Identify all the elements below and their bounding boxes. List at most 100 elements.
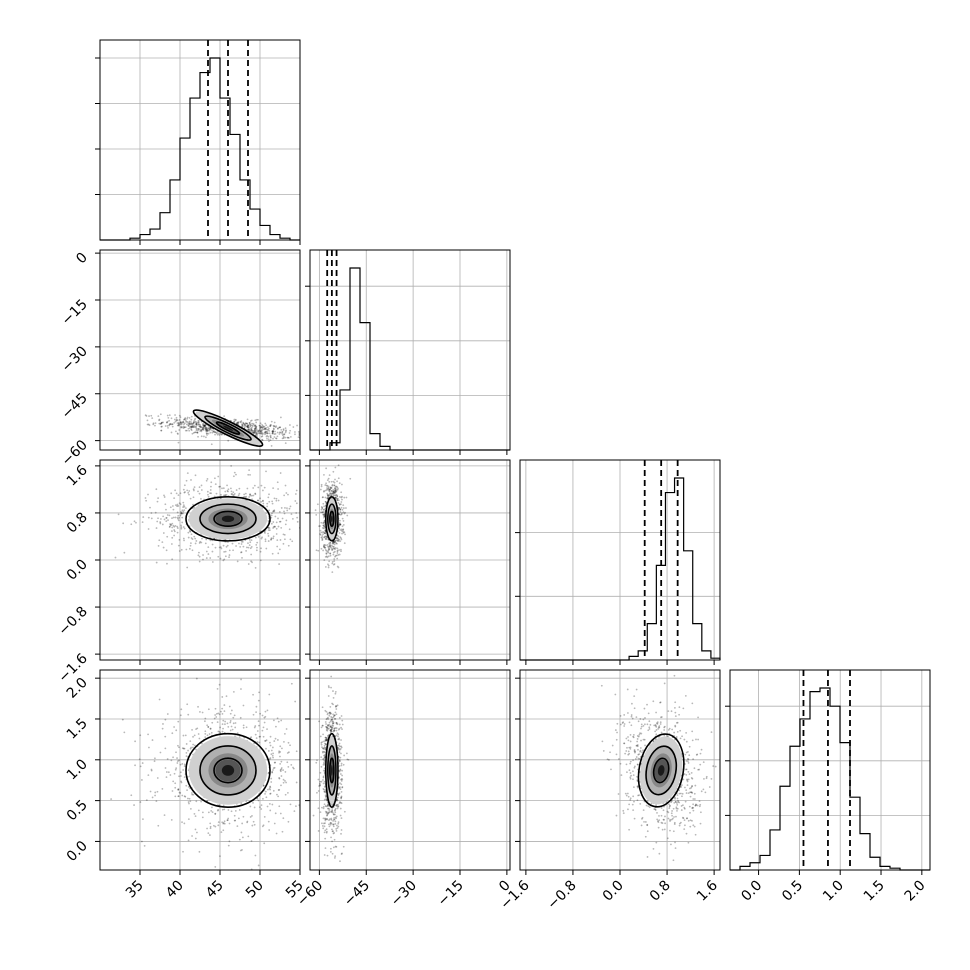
scatter-point [179, 714, 182, 717]
scatter-point [144, 414, 147, 417]
scatter-point [252, 487, 255, 489]
scatter-point [331, 548, 334, 551]
scatter-point [202, 428, 204, 431]
scatter-point [222, 822, 225, 825]
scatter-point [271, 552, 274, 555]
scatter-point [228, 705, 231, 708]
scatter-point [341, 517, 344, 520]
scatter-point [329, 728, 332, 731]
scatter-point [178, 424, 180, 427]
scatter-point [655, 722, 658, 725]
scatter-point [217, 808, 220, 811]
contour-line [324, 495, 339, 542]
scatter-point [625, 794, 628, 797]
scatter-point [324, 810, 327, 813]
scatter-point [219, 726, 222, 729]
scatter-point [273, 510, 276, 513]
scatter-point [317, 549, 320, 552]
scatter-point [319, 533, 321, 535]
scatter-point [273, 740, 276, 742]
scatter-point [202, 427, 205, 430]
scatter-point [323, 490, 325, 493]
scatter-point [195, 428, 198, 430]
scatter-point [248, 544, 251, 547]
scatter-point [267, 750, 270, 752]
scatter-point [254, 419, 257, 422]
scatter-point [326, 729, 329, 732]
contour-line [327, 745, 337, 796]
scatter-point [333, 715, 335, 717]
scatter-point [332, 813, 335, 816]
scatter-point [270, 424, 272, 426]
scatter-point [230, 725, 233, 728]
scatter-point [286, 791, 289, 794]
panel-frame [309, 249, 511, 451]
scatter-point [329, 823, 332, 826]
scatter-point [255, 705, 258, 708]
scatter-point [206, 724, 209, 727]
scatter-point [219, 557, 222, 560]
scatter-point [328, 474, 331, 477]
scatter-point [326, 727, 328, 730]
scatter-point [273, 509, 276, 512]
scatter-point [334, 489, 337, 492]
scatter-point [325, 738, 328, 741]
scatter-point [321, 531, 324, 534]
scatter-point [267, 535, 270, 537]
scatter-point [209, 557, 212, 559]
scatter-point [272, 427, 275, 430]
scatter-point [164, 747, 167, 750]
scatter-point [254, 432, 257, 435]
scatter-point [175, 729, 178, 732]
scatter-point [327, 495, 330, 498]
scatter-point [328, 490, 331, 493]
scatter-point [211, 561, 214, 563]
scatter-point [325, 552, 328, 555]
scatter-point [346, 514, 349, 517]
scatter-point [271, 770, 274, 773]
scatter-point [263, 486, 266, 489]
scatter-point [329, 554, 332, 557]
scatter-point [323, 515, 326, 518]
scatter-point [332, 551, 335, 554]
scatter-point [664, 822, 667, 825]
scatter-point [297, 436, 300, 439]
scatter-point [321, 535, 324, 537]
scatter-point [242, 726, 245, 729]
scatter-point [211, 811, 214, 814]
scatter-point [221, 808, 224, 811]
scatter-point [245, 495, 248, 498]
scatter-point [323, 536, 326, 539]
scatter-point [191, 424, 194, 427]
scatter-point [195, 423, 198, 426]
scatter-point [289, 744, 291, 747]
scatter-point [180, 780, 182, 783]
scatter-point [323, 508, 326, 511]
scatter-point [176, 503, 179, 506]
scatter-point [236, 732, 239, 735]
scatter-point [320, 726, 323, 729]
scatter-point [241, 556, 243, 559]
scatter-point [237, 423, 239, 426]
scatter-point [339, 513, 342, 516]
scatter-point [335, 721, 338, 724]
scatter-point [324, 751, 326, 754]
scatter-point [311, 754, 313, 756]
scatter-point [295, 781, 298, 784]
scatter-point [325, 535, 328, 538]
scatter-point [312, 814, 315, 817]
scatter-point [327, 477, 330, 480]
scatter-point [192, 488, 195, 491]
scatter-point [209, 727, 212, 730]
scatter-point [123, 731, 126, 734]
scatter-point [201, 811, 204, 814]
scatter-point [265, 739, 268, 742]
scatter-point [150, 517, 153, 520]
scatter-point [619, 723, 622, 726]
scatter-point [639, 750, 642, 753]
scatter-point [189, 807, 192, 810]
scatter-point [266, 502, 269, 505]
scatter-point [329, 711, 331, 714]
scatter-point [197, 423, 200, 426]
scatter-point [229, 721, 232, 724]
